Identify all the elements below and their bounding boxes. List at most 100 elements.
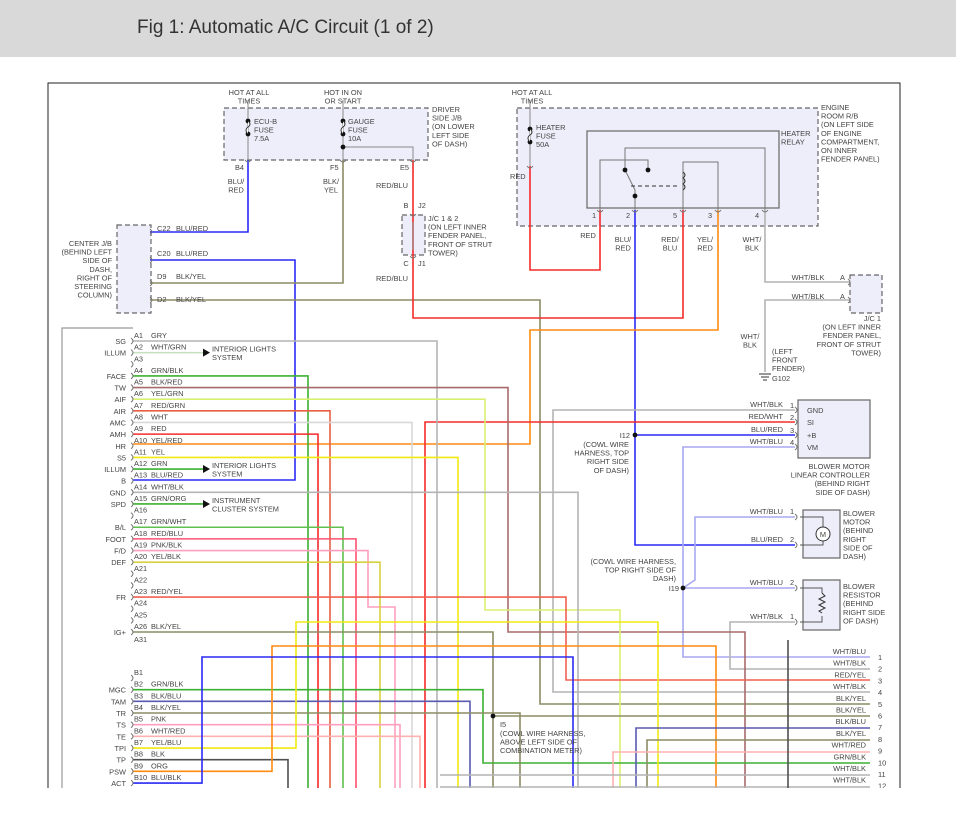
blower-controller-label: SIDE OF DASH) bbox=[815, 488, 870, 497]
amplifier-pin-label: B1 bbox=[134, 668, 143, 677]
wire-label: YEL bbox=[324, 186, 338, 195]
engine-room-rb-label: ON INNER bbox=[821, 146, 857, 155]
wire-b3-blk-blu bbox=[133, 700, 471, 788]
wire-label: WHT/BLK bbox=[750, 612, 783, 621]
blower-resistor-label: RESISTOR bbox=[843, 591, 881, 600]
connector-pin-icon bbox=[526, 165, 534, 169]
amplifier-pin-label: A20 bbox=[134, 552, 147, 561]
wire-label: RED bbox=[697, 244, 713, 253]
ground-location-label: FRONT bbox=[772, 356, 798, 365]
jc-1-label: FRONT OF STRUT bbox=[817, 340, 882, 349]
wire-gnd-wht-blk bbox=[552, 409, 870, 693]
wire-a7-red-grn bbox=[133, 410, 331, 788]
gauge-fuse-label: GAUGE bbox=[348, 117, 375, 126]
wire-vm-wht-blu bbox=[682, 446, 870, 658]
wire-label: BLK/BLU bbox=[151, 691, 181, 700]
wire-label: BLK/YEL bbox=[836, 706, 866, 715]
amplifier-pin-label: A15 bbox=[134, 494, 147, 503]
heater-fuse-label: 50A bbox=[536, 140, 549, 149]
jc-1-label: J/C 1 bbox=[864, 314, 881, 323]
wire-label: WHT/ bbox=[743, 235, 763, 244]
wire-label: RED/BLU bbox=[376, 274, 408, 283]
connector-pin-icon bbox=[130, 395, 134, 403]
heater-fuse-label: FUSE bbox=[536, 132, 556, 141]
pin-label: 1 bbox=[790, 401, 794, 410]
heater-relay-label: HEATER bbox=[781, 129, 810, 138]
amplifier-pin-label: A17 bbox=[134, 517, 147, 526]
wire-heater-red bbox=[529, 166, 601, 271]
amplifier-pin-label: B7 bbox=[134, 738, 143, 747]
ac-amplifier-outline bbox=[61, 327, 133, 788]
amplifier-pin-label: A3 bbox=[134, 354, 143, 363]
amplifier-pin-label: A19 bbox=[134, 541, 147, 550]
amplifier-pin-label: B6 bbox=[134, 726, 143, 735]
motor-icon bbox=[815, 526, 831, 542]
amplifier-terminal-label: GND bbox=[110, 488, 126, 497]
wire-c20-blu-red bbox=[133, 259, 296, 481]
amplifier-pin-label: A22 bbox=[134, 575, 147, 584]
wire-label: GRN/WHT bbox=[151, 517, 187, 526]
wire-label: YEL/BLK bbox=[151, 552, 181, 561]
splice-desc: (COWL WIRE HARNESS, bbox=[500, 729, 586, 738]
wire-b7-yel-blu bbox=[133, 621, 659, 788]
amplifier-pin-label: A11 bbox=[134, 447, 147, 456]
connector-pin-icon bbox=[244, 159, 252, 163]
amplifier-pin-label: A18 bbox=[134, 529, 147, 538]
wire-label: RED bbox=[228, 186, 244, 195]
connector-pin-icon bbox=[130, 605, 134, 613]
pin-label: B4 bbox=[235, 163, 244, 172]
system-reference-label: SYSTEM bbox=[212, 353, 242, 362]
wire-a5-blk-red bbox=[133, 386, 746, 788]
splice-i19 bbox=[680, 585, 686, 591]
pin-label: 3 bbox=[790, 426, 794, 435]
gauge-e5-line bbox=[343, 146, 414, 160]
wire-b9-org bbox=[133, 645, 717, 788]
terminal-label: VM bbox=[807, 443, 818, 452]
resistor-icon bbox=[817, 592, 827, 614]
pin-label: 2 bbox=[790, 413, 794, 422]
wire-label: RED/GRN bbox=[151, 401, 185, 410]
connector-pin-icon bbox=[130, 721, 134, 729]
system-reference-label: SYSTEM bbox=[212, 470, 242, 479]
wire-label: BLK/YEL bbox=[151, 703, 181, 712]
wire-label: PNK/BLK bbox=[151, 541, 182, 550]
wire-si-red-wht bbox=[424, 421, 795, 788]
wire-label: WHT bbox=[151, 412, 168, 421]
wire-label: WHT/BLK bbox=[833, 764, 866, 773]
connector-pin-icon bbox=[130, 744, 134, 752]
hot-in-on-label: HOT IN ON bbox=[324, 88, 362, 97]
wire-label: BLU/ bbox=[615, 235, 632, 244]
splice-desc: COMBINATION METER) bbox=[500, 746, 582, 755]
wire-label: YEL/BLU bbox=[151, 738, 181, 747]
figure-title: Fig 1: Automatic A/C Circuit (1 of 2) bbox=[137, 17, 434, 38]
wire-label: GRY bbox=[151, 331, 167, 340]
relay-contact-dot bbox=[632, 193, 638, 199]
connector-pin-icon bbox=[794, 513, 798, 521]
jc-1 bbox=[849, 274, 883, 314]
amplifier-pin-label: B3 bbox=[134, 691, 143, 700]
diagram-frame bbox=[47, 82, 901, 788]
wire-label: BLU/RED bbox=[176, 249, 208, 258]
amplifier-pin-label: A24 bbox=[134, 599, 147, 608]
amplifier-pin-label: A16 bbox=[134, 506, 147, 515]
blower-controller-label: BLOWER MOTOR bbox=[809, 462, 870, 471]
splice-desc: RIGHT SIDE bbox=[587, 457, 629, 466]
amplifier-terminal-label: TE bbox=[117, 732, 127, 741]
pin-label: A bbox=[840, 292, 845, 301]
terminal-label: +B bbox=[807, 431, 816, 440]
driver-side-jb-label: SIDE J/B bbox=[432, 114, 462, 123]
blower-motor-label: DASH) bbox=[843, 552, 866, 561]
connector-pin-icon bbox=[130, 767, 134, 775]
system-reference-label: INTERIOR LIGHTS bbox=[212, 461, 276, 470]
amplifier-terminal-label: PSW bbox=[109, 767, 126, 776]
driver-side-jb-label: DRIVER bbox=[432, 105, 460, 114]
center-jb-label: COLUMN) bbox=[78, 291, 113, 300]
wire-label: RED bbox=[510, 172, 526, 181]
connector-pin-icon bbox=[149, 256, 153, 264]
amplifier-terminal-label: TW bbox=[115, 384, 127, 393]
wire-label: WHT/BLU bbox=[833, 647, 866, 656]
wire-label: PNK bbox=[151, 715, 166, 724]
blower-resistor-label: (BEHIND bbox=[843, 599, 873, 608]
figure-header: Fig 1: Automatic A/C Circuit (1 of 2) bbox=[0, 0, 956, 57]
